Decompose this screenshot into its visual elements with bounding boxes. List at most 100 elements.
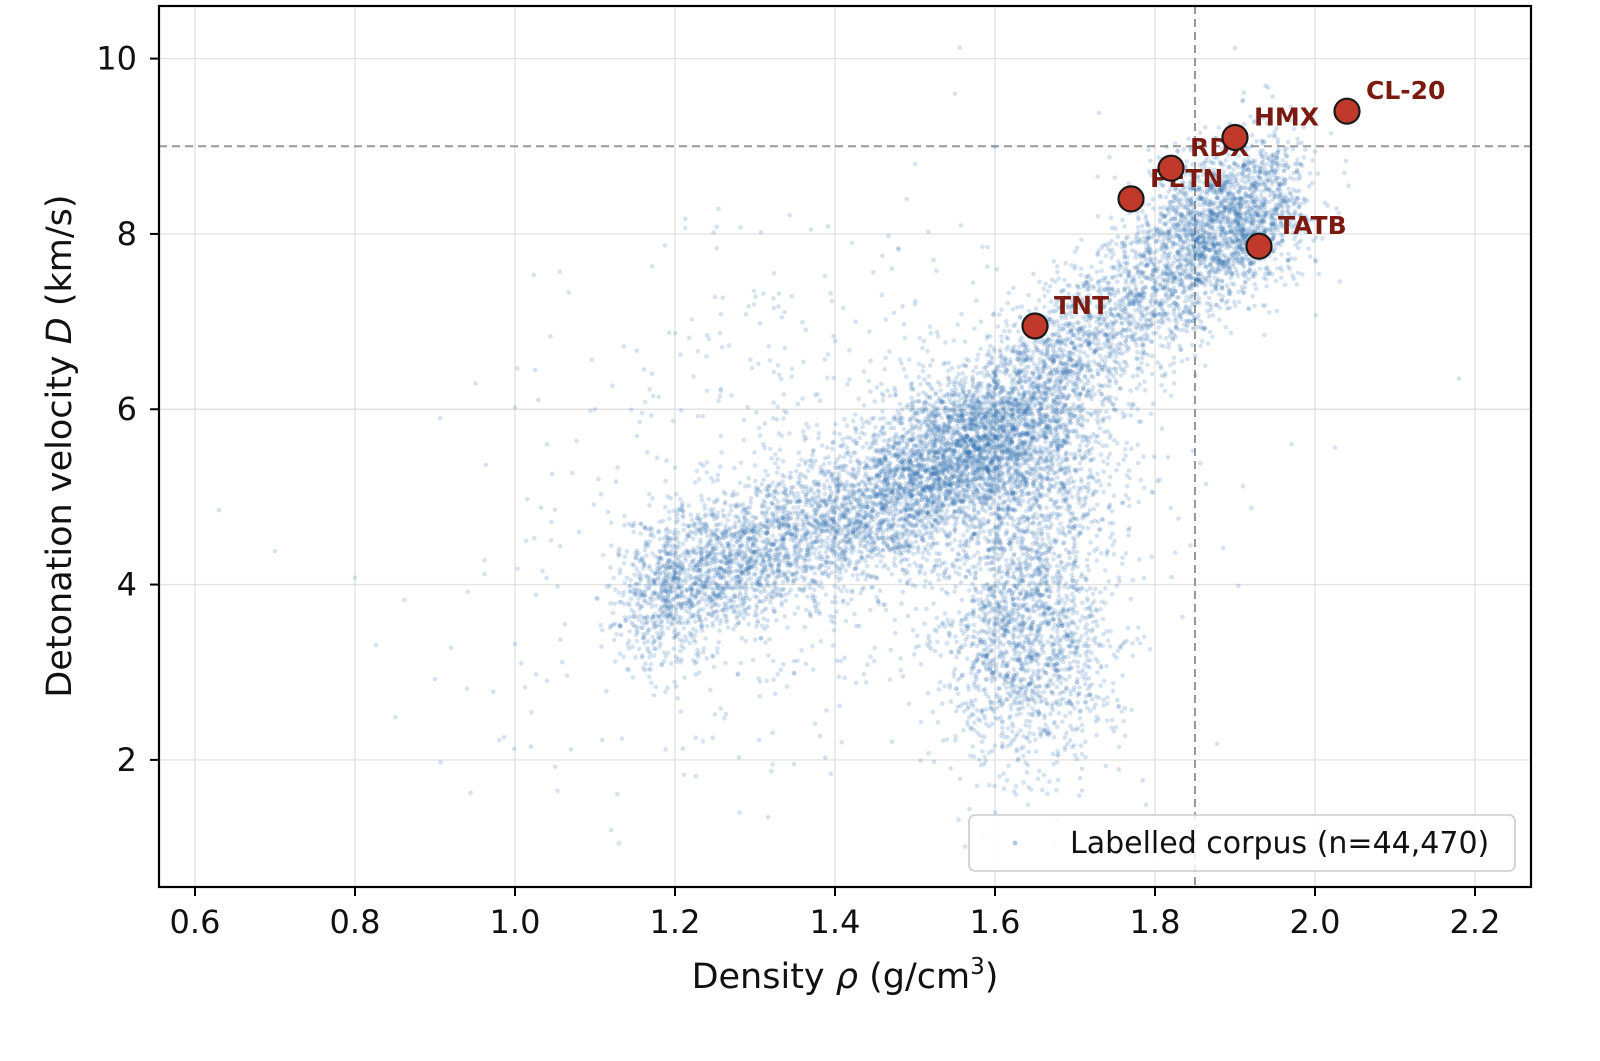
corpus-point bbox=[626, 615, 632, 620]
corpus-point bbox=[740, 531, 745, 536]
corpus-point bbox=[661, 543, 666, 549]
corpus-point bbox=[828, 493, 834, 498]
corpus-point bbox=[723, 569, 729, 575]
corpus-point bbox=[727, 605, 732, 610]
corpus-point bbox=[1020, 492, 1025, 497]
corpus-point bbox=[1128, 446, 1134, 452]
corpus-point bbox=[834, 553, 840, 558]
corpus-point bbox=[794, 569, 800, 575]
corpus-point bbox=[886, 482, 891, 487]
corpus-point bbox=[712, 560, 718, 566]
corpus-point bbox=[801, 522, 807, 528]
corpus-point bbox=[826, 574, 831, 579]
corpus-point bbox=[705, 569, 710, 574]
corpus-point bbox=[868, 528, 873, 533]
corpus-point bbox=[879, 506, 884, 512]
corpus-point bbox=[835, 543, 840, 548]
corpus-point bbox=[822, 486, 827, 491]
corpus-point bbox=[668, 612, 673, 617]
corpus-point bbox=[663, 552, 669, 557]
corpus-point bbox=[863, 533, 868, 539]
corpus-point bbox=[648, 661, 654, 667]
corpus-point bbox=[720, 552, 726, 558]
corpus-point bbox=[685, 587, 690, 593]
corpus-point bbox=[685, 600, 690, 606]
corpus-point bbox=[832, 520, 837, 525]
corpus-point bbox=[780, 533, 786, 539]
corpus-point bbox=[774, 618, 779, 623]
corpus-point bbox=[693, 521, 698, 527]
corpus-point bbox=[650, 578, 656, 584]
corpus-point bbox=[976, 510, 981, 516]
corpus-point bbox=[656, 634, 661, 640]
corpus-point bbox=[1128, 413, 1133, 418]
corpus-point bbox=[789, 532, 794, 537]
corpus-point bbox=[1082, 451, 1088, 456]
corpus-point bbox=[886, 511, 891, 517]
corpus-point bbox=[622, 580, 627, 585]
corpus-point bbox=[747, 597, 752, 602]
corpus-point bbox=[755, 618, 760, 623]
corpus-point bbox=[651, 653, 657, 658]
corpus-point bbox=[828, 516, 833, 522]
corpus-point bbox=[814, 524, 819, 530]
corpus-point bbox=[802, 575, 808, 581]
corpus-point bbox=[672, 572, 678, 578]
corpus-point bbox=[640, 559, 646, 565]
corpus-point bbox=[694, 588, 700, 593]
corpus-point bbox=[1060, 525, 1066, 531]
corpus-point bbox=[837, 443, 843, 449]
corpus-point bbox=[640, 625, 645, 631]
corpus-point bbox=[764, 578, 770, 583]
corpus-point bbox=[734, 539, 739, 544]
corpus-point bbox=[710, 620, 715, 626]
corpus-point bbox=[905, 557, 910, 563]
corpus-point bbox=[657, 536, 663, 542]
corpus-point bbox=[1033, 478, 1039, 483]
corpus-point bbox=[889, 488, 895, 494]
corpus-point bbox=[676, 540, 681, 545]
corpus-point bbox=[816, 583, 822, 589]
corpus-point bbox=[815, 503, 821, 508]
corpus-point bbox=[860, 444, 866, 450]
corpus-point bbox=[1094, 489, 1100, 495]
corpus-point bbox=[836, 524, 842, 530]
corpus-point bbox=[886, 566, 891, 572]
corpus-point bbox=[627, 602, 632, 608]
corpus-point bbox=[785, 576, 790, 581]
corpus-point bbox=[906, 542, 912, 548]
corpus-point bbox=[747, 546, 752, 551]
corpus-point bbox=[821, 515, 826, 521]
corpus-point bbox=[659, 604, 664, 609]
corpus-point bbox=[780, 517, 786, 522]
corpus-point bbox=[694, 562, 699, 568]
corpus-point bbox=[783, 598, 788, 603]
corpus-point bbox=[856, 396, 861, 402]
corpus-point bbox=[693, 595, 698, 601]
corpus-point bbox=[1006, 470, 1011, 475]
corpus-point bbox=[711, 664, 717, 670]
corpus-point bbox=[634, 556, 639, 561]
corpus-point bbox=[681, 626, 687, 631]
corpus-point bbox=[858, 461, 863, 466]
corpus-point bbox=[731, 532, 736, 538]
corpus-point bbox=[624, 575, 630, 581]
corpus-point bbox=[772, 488, 778, 494]
corpus-point bbox=[1076, 485, 1082, 491]
corpus-point bbox=[708, 533, 714, 538]
corpus-point bbox=[739, 584, 745, 590]
corpus-point bbox=[621, 561, 627, 566]
corpus-point bbox=[666, 598, 672, 603]
corpus-point bbox=[880, 398, 886, 403]
corpus-point bbox=[702, 598, 707, 603]
corpus-point bbox=[898, 545, 904, 550]
corpus-point bbox=[881, 518, 887, 524]
corpus-point bbox=[715, 646, 720, 651]
grid bbox=[159, 6, 1531, 887]
corpus-point bbox=[666, 559, 671, 564]
corpus-point bbox=[795, 480, 801, 486]
corpus-point bbox=[785, 577, 791, 582]
corpus-point bbox=[860, 490, 865, 496]
corpus-point bbox=[689, 587, 694, 592]
corpus-point bbox=[955, 322, 961, 327]
